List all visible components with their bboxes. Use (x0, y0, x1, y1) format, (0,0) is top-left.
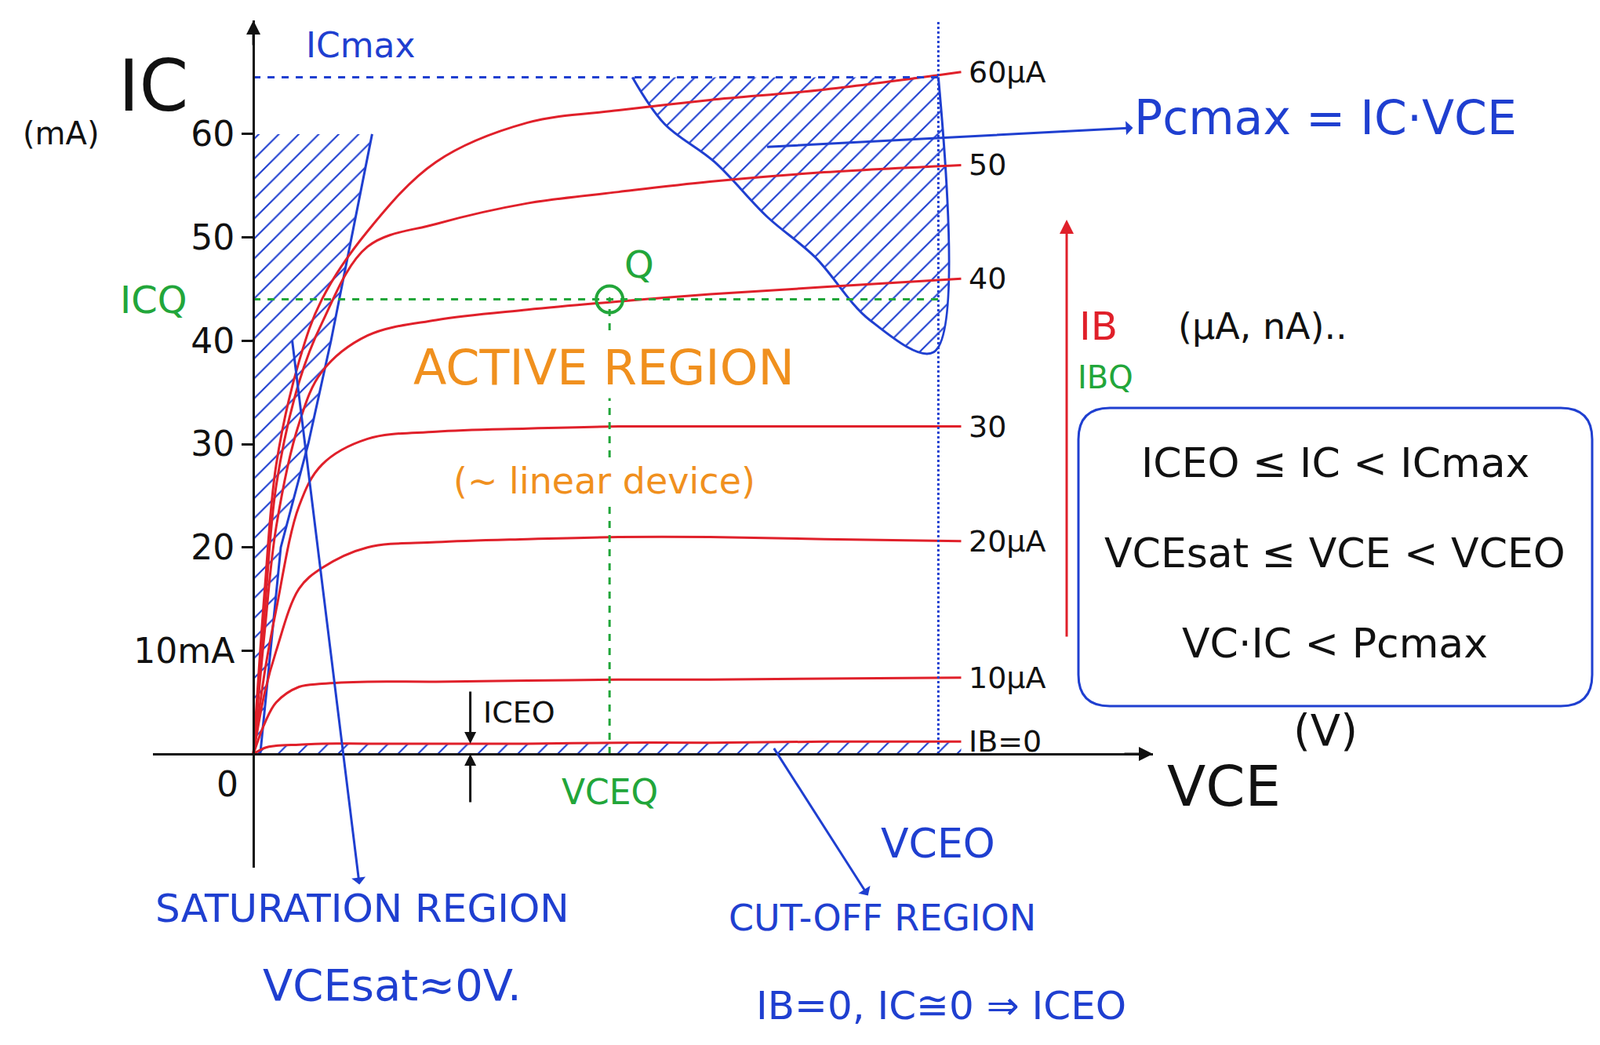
svg-text:50: 50 (968, 147, 1007, 182)
svg-text:30: 30 (968, 409, 1007, 444)
svg-text:SATURATION REGION: SATURATION REGION (155, 885, 570, 931)
svg-text:CUT-OFF REGION: CUT-OFF REGION (728, 896, 1037, 939)
svg-text:Pcmax = IC·VCE: Pcmax = IC·VCE (1134, 90, 1517, 146)
svg-text:20µA: 20µA (968, 523, 1047, 559)
svg-text:10µA: 10µA (968, 660, 1047, 695)
svg-text:10mA: 10mA (133, 630, 235, 671)
svg-text:60: 60 (190, 113, 235, 154)
svg-text:Q: Q (624, 242, 655, 287)
svg-text:50: 50 (190, 217, 235, 258)
svg-text:40: 40 (190, 320, 235, 361)
svg-text:IC: IC (118, 44, 189, 128)
svg-text:VCEO: VCEO (880, 819, 996, 867)
svg-text:ICEO ≤ IC < ICmax: ICEO ≤ IC < ICmax (1141, 439, 1530, 487)
svg-text:30: 30 (190, 423, 235, 464)
svg-text:60µA: 60µA (968, 54, 1047, 90)
svg-text:(µA, nA)..: (µA, nA).. (1178, 305, 1348, 348)
svg-text:IB=0, IC≅0 ⇒ ICEO: IB=0, IC≅0 ⇒ ICEO (756, 982, 1127, 1029)
svg-text:0: 0 (216, 763, 239, 804)
svg-text:ACTIVE REGION: ACTIVE REGION (413, 338, 795, 397)
svg-text:VCEQ: VCEQ (561, 771, 659, 812)
svg-text:VCEsat≈0V.: VCEsat≈0V. (262, 959, 522, 1011)
svg-text:(~ linear device): (~ linear device) (453, 459, 756, 502)
svg-text:ICmax: ICmax (305, 25, 416, 66)
svg-text:VC·IC < Pcmax: VC·IC < Pcmax (1181, 619, 1488, 667)
svg-text:(V): (V) (1293, 704, 1358, 756)
svg-text:(mA): (mA) (22, 115, 100, 152)
svg-text:VCEsat ≤ VCE < VCEO: VCEsat ≤ VCE < VCEO (1104, 529, 1566, 577)
svg-text:IBQ: IBQ (1077, 359, 1134, 396)
svg-text:IB=0: IB=0 (968, 723, 1042, 759)
svg-text:IB: IB (1079, 303, 1118, 350)
svg-text:VCE: VCE (1167, 752, 1281, 819)
svg-text:ICEO: ICEO (483, 694, 556, 730)
svg-text:ICQ: ICQ (120, 277, 187, 322)
svg-text:20: 20 (190, 527, 235, 568)
svg-text:40: 40 (968, 261, 1007, 296)
